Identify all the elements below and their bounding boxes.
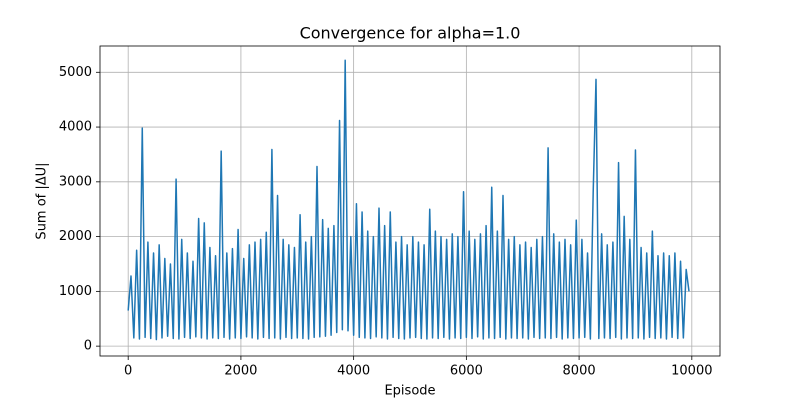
x-tick-label: 0 [124, 364, 132, 379]
x-tick-label: 2000 [224, 364, 257, 379]
x-tick-label: 6000 [450, 364, 483, 379]
x-axis-label: Episode [384, 384, 435, 399]
x-tick-label: 8000 [563, 364, 596, 379]
y-tick-label: 0 [84, 339, 92, 354]
y-tick-label: 3000 [59, 174, 92, 189]
y-tick-label: 4000 [59, 120, 92, 135]
plot-frame [99, 45, 721, 357]
y-axis-label: Sum of |ΔU| [35, 162, 50, 239]
x-tick-label: 10000 [671, 364, 712, 379]
data-line [127, 59, 690, 341]
y-tick-label: 5000 [59, 65, 92, 80]
y-tick-label: 2000 [59, 229, 92, 244]
x-tick-label: 4000 [337, 364, 370, 379]
y-tick-label: 1000 [59, 284, 92, 299]
chart-title: Convergence for alpha=1.0 [300, 24, 521, 43]
